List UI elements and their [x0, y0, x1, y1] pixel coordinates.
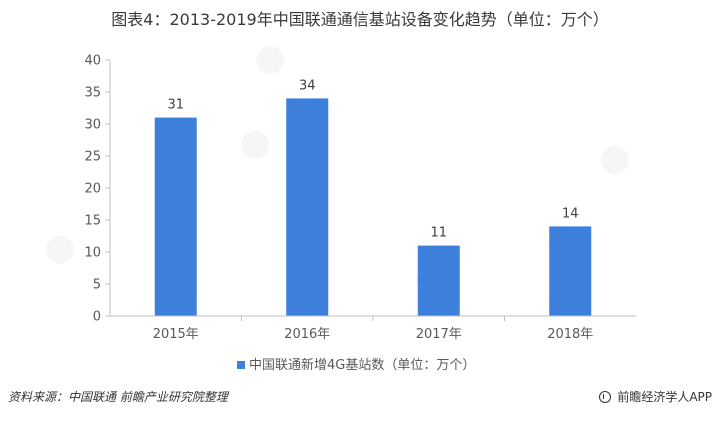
bar: [154, 117, 197, 316]
watermark-logo: [46, 46, 629, 294]
brand-logo-icon: [599, 391, 612, 403]
x-tick-label: 2018年: [547, 327, 593, 342]
data-label: 14: [562, 206, 579, 221]
bar: [417, 245, 460, 316]
x-tick-label: 2016年: [284, 327, 330, 342]
bars: 31 34 11 14: [154, 78, 592, 317]
brand-name: 前瞻经济学人APP: [617, 390, 712, 404]
y-tick-label: 30: [84, 118, 101, 133]
y-tick-label: 5: [93, 278, 101, 293]
chart-title: 图表4：2013-2019年中国联通通信基站设备变化趋势（单位：万个）: [111, 10, 609, 29]
y-tick-label: 15: [84, 214, 101, 229]
bar: [286, 98, 329, 317]
data-label: 34: [299, 78, 316, 93]
y-axis: 0 5 10 15 20 25 30 35 40: [84, 54, 111, 325]
y-tick-label: 35: [84, 86, 101, 101]
x-axis: 2015年 2016年 2017年 2018年: [110, 315, 636, 342]
y-tick-label: 25: [84, 150, 101, 165]
source-note: 资料来源：中国联通 前瞻产业研究院整理: [8, 390, 228, 404]
y-tick-label: 20: [84, 182, 101, 197]
y-tick-label: 0: [93, 310, 101, 325]
x-tick-label: 2015年: [153, 327, 199, 342]
brand-label: 前瞻经济学人APP: [599, 388, 712, 405]
legend-swatch: [237, 361, 245, 369]
y-tick-label: 40: [84, 54, 101, 69]
legend-label: 中国联通新增4G基站数（单位：万个）: [249, 357, 475, 373]
bar: [549, 226, 592, 316]
data-label: 31: [167, 98, 184, 113]
legend: 中国联通新增4G基站数（单位：万个）: [237, 357, 475, 373]
y-tick-label: 10: [84, 246, 101, 261]
x-tick-label: 2017年: [416, 327, 462, 342]
data-label: 11: [430, 226, 447, 241]
